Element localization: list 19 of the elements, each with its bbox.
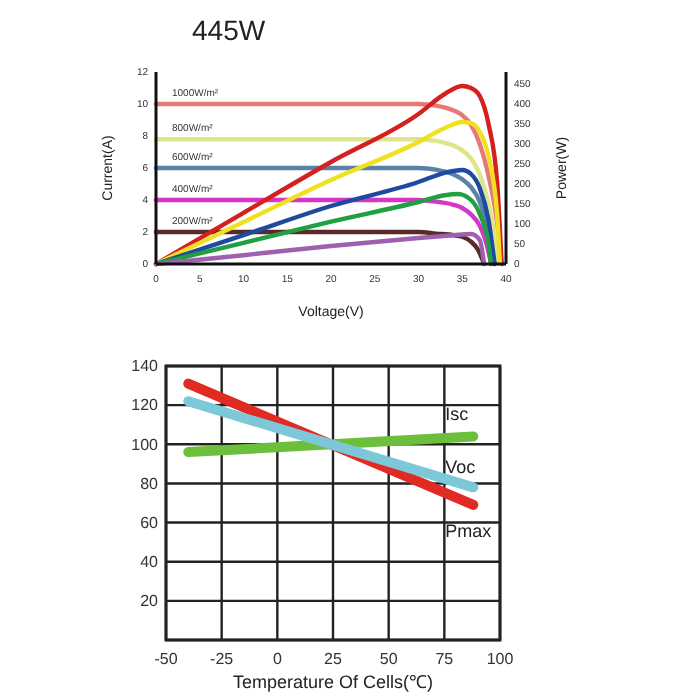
series-label: Pmax: [445, 520, 493, 541]
x-axis-title: Temperature Of Cells(℃): [232, 672, 434, 692]
x-tick-label: 50: [379, 650, 399, 668]
x-tick-label: 25: [324, 650, 343, 668]
y-tick-label: 80: [140, 474, 160, 493]
x-tick-label: 75: [435, 650, 455, 668]
y-tick-label: 100: [131, 435, 160, 454]
series-label: Voc: [445, 457, 477, 478]
y-tick-label: 140: [131, 357, 160, 376]
y-tick-label: 40: [140, 553, 160, 572]
y-tick-label: 20: [140, 592, 160, 611]
x-tick-label: 0: [272, 650, 283, 668]
x-tick-label: 100: [486, 650, 515, 668]
chart-title: 445W: [192, 14, 267, 46]
y-tick-label: 60: [140, 513, 160, 532]
x-tick-label: -25: [210, 650, 235, 668]
x-tick-label: -50: [154, 650, 179, 668]
series-label: Isc: [445, 404, 470, 425]
y-tick-label: 120: [131, 396, 160, 415]
